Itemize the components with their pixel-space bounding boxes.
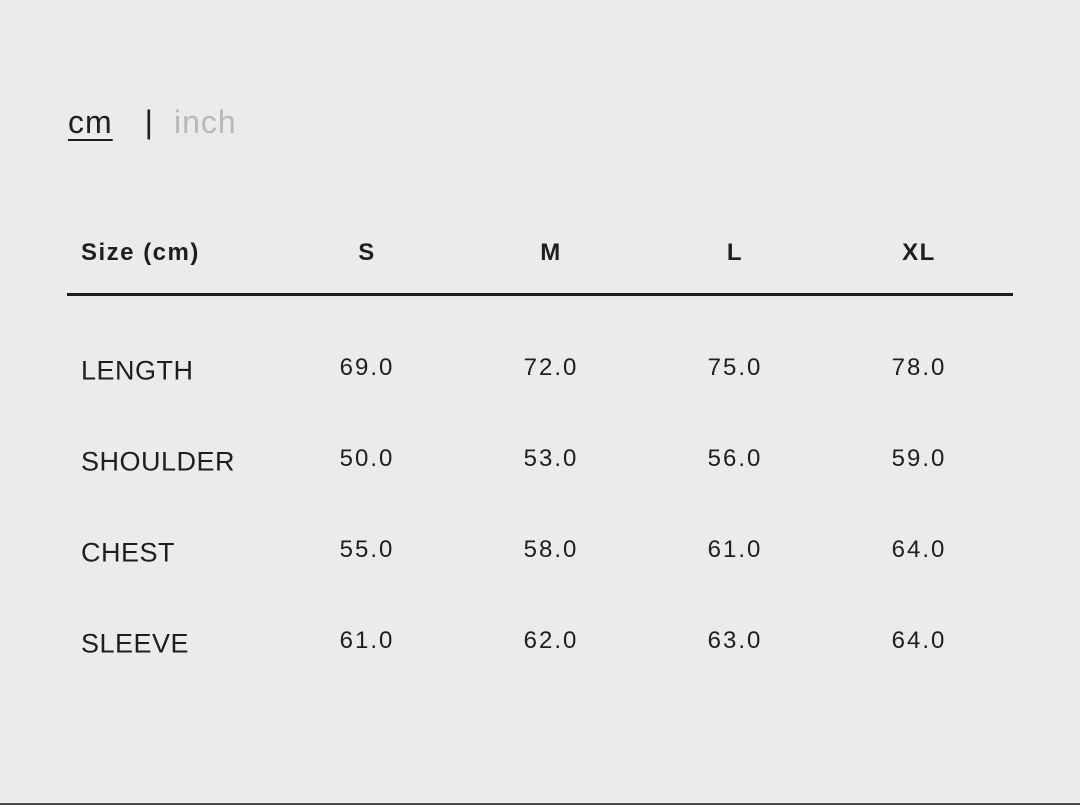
table-cell: 59.0: [891, 445, 947, 472]
row-label-length: LENGTH: [81, 355, 194, 386]
size-header-s: S: [358, 239, 376, 266]
size-header-m: M: [540, 239, 562, 266]
table-cell: 50.0: [339, 445, 395, 472]
header-divider: [67, 293, 1013, 296]
table-cell: 56.0: [707, 445, 763, 472]
size-header-xl: XL: [902, 239, 936, 266]
size-header-l: L: [726, 239, 744, 266]
unit-separator: |: [144, 104, 154, 140]
table-cell: 64.0: [891, 536, 947, 563]
table-cell: 78.0: [891, 354, 947, 381]
bottom-border: [0, 803, 1080, 805]
row-label-chest: CHEST: [81, 537, 176, 568]
table-cell: 72.0: [523, 354, 579, 381]
table-cell: 63.0: [707, 627, 763, 654]
unit-inch-tab[interactable]: inch: [173, 104, 237, 140]
table-cell: 75.0: [707, 354, 763, 381]
table-cell: 55.0: [339, 536, 395, 563]
unit-toggle: cm | inch: [68, 104, 237, 141]
row-label-sleeve: SLEEVE: [81, 628, 190, 659]
table-cell: 61.0: [707, 536, 763, 563]
corner-header: Size (cm): [81, 239, 200, 266]
table-cell: 69.0: [339, 354, 395, 381]
unit-cm-tab[interactable]: cm: [68, 104, 113, 140]
table-cell: 61.0: [339, 627, 395, 654]
table-cell: 53.0: [523, 445, 579, 472]
table-cell: 64.0: [891, 627, 947, 654]
row-label-shoulder: SHOULDER: [81, 446, 236, 477]
table-cell: 58.0: [523, 536, 579, 563]
table-cell: 62.0: [523, 627, 579, 654]
